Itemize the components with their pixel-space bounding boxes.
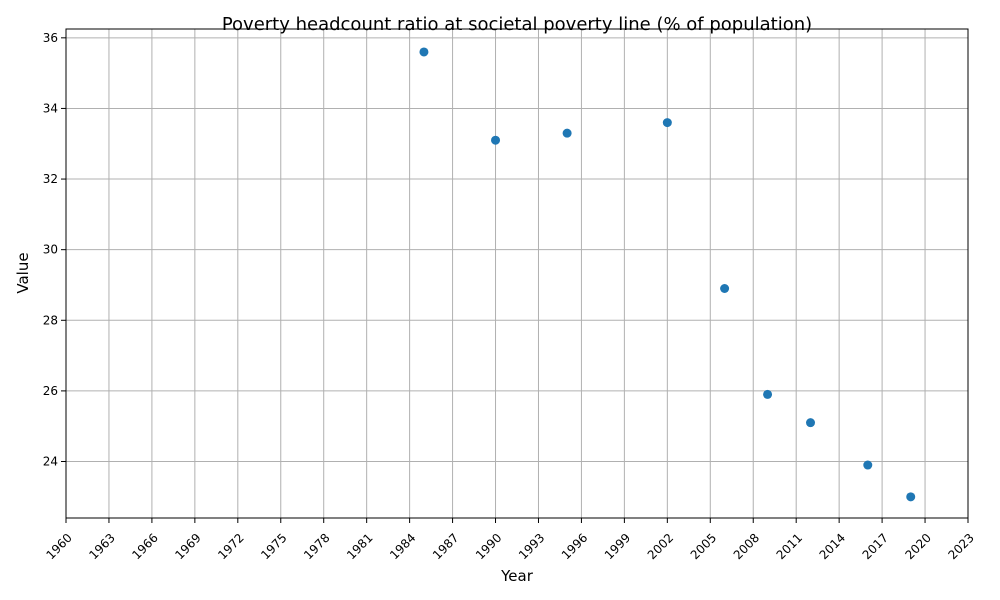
data-point [806,418,816,428]
y-tick-label: 24 [43,455,58,469]
x-tick-label: 2023 [945,531,976,562]
data-point [662,118,672,128]
x-tick-label: 1987 [430,531,461,562]
data-point [720,284,730,294]
y-tick-label: 30 [43,243,58,257]
y-tick-label: 36 [43,31,58,45]
y-tick-label: 34 [43,101,58,115]
data-point [863,460,873,470]
x-tick-label: 2014 [817,531,848,562]
x-tick-label: 1981 [344,531,375,562]
data-point [906,492,916,502]
plot-frame [65,28,969,519]
x-tick-label: 2005 [688,531,719,562]
x-tick-label: 2008 [731,531,762,562]
x-tick-label: 2002 [645,531,676,562]
x-axis-label: Year [500,567,534,585]
x-tick-label: 1990 [473,531,504,562]
x-tick-label: 1975 [258,531,289,562]
x-tick-label: 1999 [602,531,633,562]
x-tick-label: 2020 [902,531,933,562]
x-tick-label: 1960 [43,531,74,562]
data-point [491,135,501,145]
x-tick-label: 2011 [774,531,805,562]
y-tick-label: 32 [43,172,58,186]
x-axis-ticks: 1960 1963 1966 1969 1972 1975 1978 1981 1984 1987… [43,518,977,562]
grid [65,29,969,518]
x-tick-label: 1984 [387,531,418,562]
y-tick-label: 26 [43,384,58,398]
data-point [419,47,429,57]
x-tick-label: 1978 [301,531,332,562]
data-points [419,47,916,502]
chart-title: Poverty headcount ratio at societal pove… [222,14,812,35]
x-tick-label: 1993 [516,531,547,562]
x-tick-label: 1972 [215,531,246,562]
data-point [562,128,572,138]
y-tick-label: 28 [43,313,58,327]
data-point [763,389,773,399]
x-tick-label: 1963 [86,531,117,562]
y-axis-label: Value [14,252,32,293]
x-tick-label: 1969 [172,531,203,562]
x-tick-label: 1996 [559,531,590,562]
x-tick-label: 2017 [860,531,891,562]
y-axis-ticks: 24 26 28 30 32 34 36 [43,31,66,469]
x-tick-label: 1966 [129,531,160,562]
